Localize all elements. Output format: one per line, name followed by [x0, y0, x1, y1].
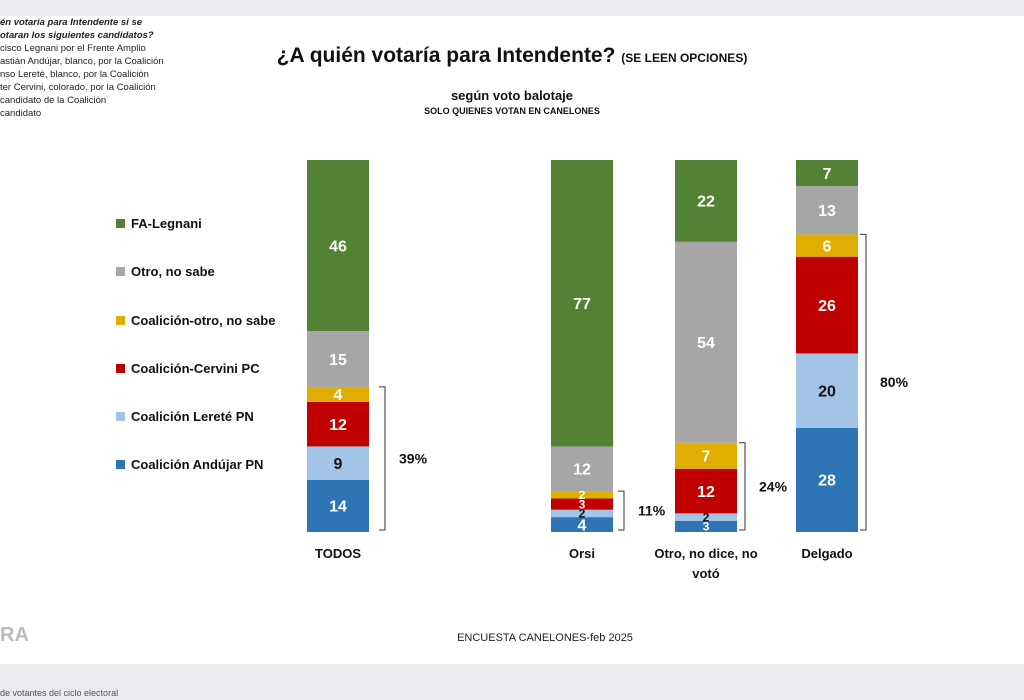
- category-label: Orsi: [569, 546, 595, 561]
- data-label: 4: [578, 517, 587, 534]
- bar-segment: [675, 520, 737, 532]
- legend-label: Coalición-otro, no sabe: [131, 313, 276, 328]
- data-label: 13: [818, 203, 836, 220]
- legend-label: Coalición Andújar PN: [131, 457, 264, 472]
- coalition-total-label: 11%: [638, 503, 666, 519]
- data-label: 54: [697, 335, 715, 352]
- legend-swatch: [116, 412, 125, 421]
- legend-label: Otro, no sabe: [131, 264, 215, 279]
- bar-segment: [796, 353, 858, 428]
- question-option: candidato de la Coalición: [0, 95, 107, 106]
- pollster-logo: RA: [0, 624, 29, 646]
- data-label: 22: [697, 194, 715, 211]
- data-label: 28: [818, 473, 836, 490]
- coalition-bracket: [379, 386, 386, 531]
- bottom-strip: de votantes del ciclo electoral: [0, 680, 1024, 700]
- survey-footer: ENCUESTA CANELONES-feb 2025: [457, 632, 633, 644]
- bar-segment: [307, 401, 369, 447]
- data-label: 26: [818, 298, 836, 315]
- data-label: 9: [334, 456, 343, 473]
- chart-note: SOLO QUIENES VOTAN EN CANELONES: [424, 106, 600, 116]
- coalition-bracket: [860, 233, 867, 531]
- legend-swatch: [116, 219, 125, 228]
- bar-segment: [675, 468, 737, 514]
- chart-subtitle: según voto balotaje: [450, 88, 574, 103]
- bar-segment: [796, 427, 858, 532]
- coalition-bracket: [618, 490, 625, 531]
- bar-segment: [675, 241, 737, 443]
- legend-item-coalicion-andujar: Coalición Andújar PN: [116, 457, 263, 472]
- coalition-total-label: 24%: [759, 478, 788, 494]
- legend-label: FA-Legnani: [131, 216, 202, 231]
- category-label: Otro, no dice, no: [654, 546, 757, 561]
- data-label: 12: [697, 484, 715, 501]
- category-label: votó: [692, 566, 720, 581]
- data-label: 46: [329, 238, 347, 255]
- question-line: otaran los siguientes candidatos?: [0, 30, 154, 41]
- legend-swatch: [116, 316, 125, 325]
- data-label: 3: [703, 520, 710, 534]
- question-option: nso Lereté, blanco, por la Coalición: [0, 69, 149, 80]
- bar-segment: [307, 386, 369, 402]
- bar-segment: [675, 513, 737, 521]
- coalition-total-label: 80%: [880, 374, 909, 390]
- bar-segment: [796, 256, 858, 354]
- data-label: 14: [329, 499, 347, 516]
- legend-item-otro-no-sabe: Otro, no sabe: [116, 264, 215, 279]
- bar-segment: [551, 160, 613, 447]
- legend-swatch: [116, 364, 125, 373]
- data-label: 2: [579, 488, 586, 502]
- bar-segment: [796, 186, 858, 235]
- legend-item-coalicion-lerete: Coalición Lereté PN: [116, 409, 254, 424]
- question-option: astián Andújar, blanco, por la Coalición: [0, 56, 164, 67]
- bar-segment: [675, 160, 737, 242]
- legend-item-coalicion-cervini: Coalición-Cervini PC: [116, 361, 260, 376]
- bar-segment: [307, 479, 369, 532]
- data-label: 2: [703, 510, 710, 524]
- bottom-text: de votantes del ciclo electoral: [0, 688, 119, 698]
- question-option: ter Cervini, colorado, por la Coalición: [0, 82, 156, 93]
- data-label: 6: [823, 238, 832, 255]
- bar-segment: [675, 442, 737, 469]
- question-option: candidato: [0, 108, 42, 119]
- data-label: 77: [573, 296, 591, 313]
- bar-segment: [551, 498, 613, 510]
- data-label: 20: [818, 383, 836, 400]
- coalition-bracket: [739, 442, 746, 531]
- data-label: 12: [329, 417, 347, 434]
- category-label: Delgado: [801, 546, 852, 561]
- question-option: cisco Legnani por el Frente Amplio: [0, 43, 146, 54]
- data-label: 7: [702, 449, 711, 466]
- legend-label: Coalición Lereté PN: [131, 409, 254, 424]
- category-label: TODOS: [315, 546, 361, 561]
- chart-title-note: (SE LEEN OPCIONES): [621, 51, 748, 65]
- data-label: 7: [823, 166, 832, 183]
- data-label: 3: [579, 497, 586, 511]
- bar-segment: [307, 160, 369, 332]
- bar-segment: [551, 509, 613, 518]
- bar-segment: [551, 491, 613, 499]
- question-text: én votaría para Intendente si se otaran …: [0, 16, 200, 120]
- legend-swatch: [116, 460, 125, 469]
- data-label: 2: [579, 507, 586, 521]
- bar-segment: [307, 331, 369, 387]
- bar-segment: [307, 446, 369, 480]
- legend-item-fa-legnani: FA-Legnani: [116, 216, 202, 231]
- bar-segment: [796, 160, 858, 187]
- legend-label: Coalición-Cervini PC: [131, 361, 260, 376]
- legend-item-coalicion-otro: Coalición-otro, no sabe: [116, 313, 275, 328]
- data-label: 4: [334, 387, 343, 404]
- legend-swatch: [116, 267, 125, 276]
- chart-title-main: ¿A quién votaría para Intendente?: [276, 44, 616, 67]
- chart-title: ¿A quién votaría para Intendente? (SE LE…: [0, 44, 1024, 68]
- data-label: 15: [329, 352, 347, 369]
- bar-segment: [796, 234, 858, 257]
- bar-segment: [551, 517, 613, 532]
- question-line: én votaría para Intendente si se: [0, 17, 143, 28]
- coalition-total-label: 39%: [399, 450, 428, 466]
- data-label: 12: [573, 462, 591, 479]
- bar-segment: [551, 446, 613, 492]
